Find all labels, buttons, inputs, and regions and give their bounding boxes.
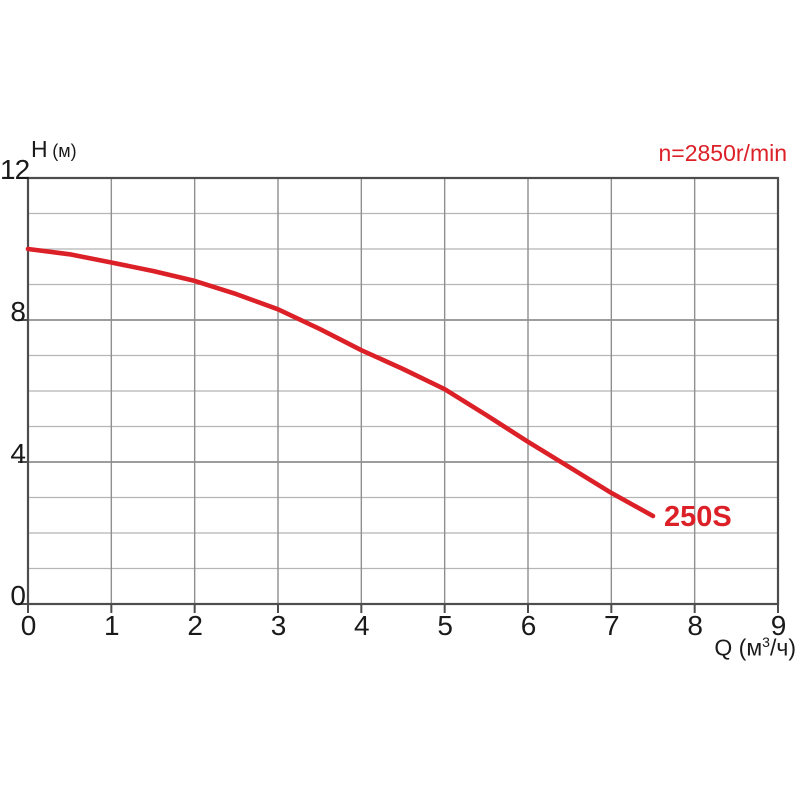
y-axis-symbol: H <box>31 136 48 162</box>
x-axis-unit-sup: 3 <box>762 634 770 650</box>
x-axis-unit-pre: Q (м <box>714 634 763 661</box>
y-tick-label-0: 0 <box>10 580 26 611</box>
series-label-250s: 250S <box>664 501 732 533</box>
pump-curve-250s <box>25 246 656 519</box>
y-tick-label-4: 4 <box>10 438 26 469</box>
x-tick-label-7: 7 <box>604 610 620 641</box>
x-tick-label-6: 6 <box>520 610 537 641</box>
y-axis-unit: (м) <box>52 141 77 161</box>
x-tick-label-8: 8 <box>687 610 703 641</box>
y-tick-label-8: 8 <box>10 296 26 327</box>
plot-border <box>26 176 780 606</box>
x-axis-unit-post: /ч) <box>769 634 796 661</box>
y-axis-title: H (м) <box>31 136 77 163</box>
y-tick-label-12: 12 <box>0 154 30 185</box>
x-tick-label-4: 4 <box>354 610 370 641</box>
x-tick-label-5: 5 <box>437 610 453 641</box>
x-tick-label-1: 1 <box>104 610 120 641</box>
x-axis-title: Q (м3/ч) <box>714 634 796 662</box>
x-tick-label-9: 9 <box>770 610 787 641</box>
x-tick-label-0: 0 <box>20 610 37 641</box>
x-tick-label-3: 3 <box>270 610 287 641</box>
speed-annotation: n=2850r/min <box>658 140 788 166</box>
x-tick-label-2: 2 <box>187 610 203 641</box>
